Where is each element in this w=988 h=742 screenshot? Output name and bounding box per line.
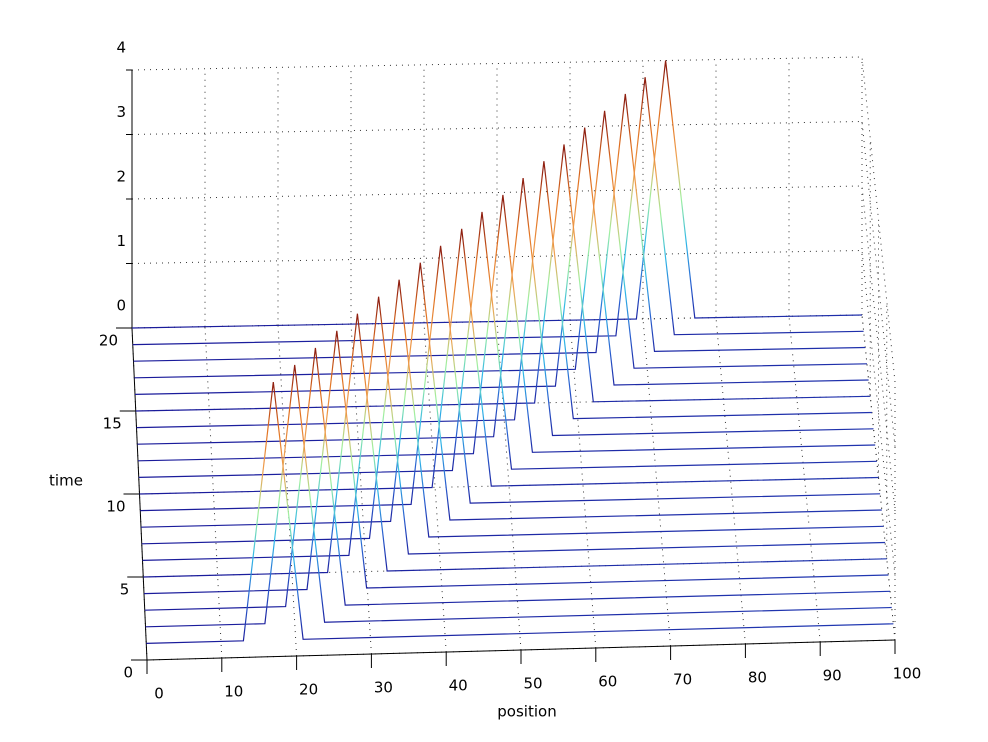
grid-line xyxy=(788,316,821,643)
z-tick-label: 4 xyxy=(116,39,126,57)
waterfall-line xyxy=(138,211,877,478)
waterfall-line xyxy=(134,127,869,395)
waterfall-line xyxy=(140,262,882,528)
x-tick-label: 80 xyxy=(748,669,767,687)
waterfall-line xyxy=(135,144,871,412)
y-tick-label: 15 xyxy=(103,415,122,433)
waterfall-line xyxy=(137,194,876,462)
z-tick-label: 0 xyxy=(116,297,126,315)
waterfall-line xyxy=(141,279,884,545)
grid-line xyxy=(861,185,896,512)
grid-line xyxy=(861,250,896,576)
waterfall-line xyxy=(143,313,887,578)
grid-line xyxy=(715,317,746,645)
waterfall-line xyxy=(140,245,881,512)
z-tick-label: 1 xyxy=(116,232,126,250)
x-tick-label: 100 xyxy=(893,665,922,683)
grid-line xyxy=(861,56,896,383)
grid-line xyxy=(131,56,863,71)
waterfall-line xyxy=(137,178,874,445)
y-tick-label: 20 xyxy=(99,332,118,350)
waterfall-line xyxy=(144,347,891,611)
y-tick-label: 5 xyxy=(120,581,130,599)
waterfall-line xyxy=(142,296,886,561)
x-tick-label: 90 xyxy=(823,667,842,685)
x-tick-label: 70 xyxy=(673,671,692,689)
grid-line xyxy=(861,121,896,447)
grid-line xyxy=(204,326,223,659)
x-tick-label: 10 xyxy=(224,683,243,701)
x-axis-label: position xyxy=(497,703,556,721)
grid-line xyxy=(496,321,522,651)
x-tick-label: 0 xyxy=(154,685,164,703)
waterfall-line xyxy=(145,364,892,628)
z-tick-label: 2 xyxy=(116,168,126,186)
waterfall-line xyxy=(133,93,866,362)
z-tick-label: 3 xyxy=(116,103,126,121)
x-tick-label: 40 xyxy=(449,677,468,695)
y-tick-label: 0 xyxy=(123,664,133,682)
waterfall-line xyxy=(132,77,864,346)
waterfall-line xyxy=(136,161,872,429)
y-tick-label: 10 xyxy=(106,498,125,516)
x-tick-label: 20 xyxy=(299,681,318,699)
waterfall-line xyxy=(143,330,889,595)
y-axis-label: time xyxy=(49,472,83,490)
x-tick-label: 50 xyxy=(523,675,542,693)
waterfall-line xyxy=(134,110,868,379)
x-tick-label: 60 xyxy=(598,673,617,691)
waterfall-line xyxy=(146,382,894,644)
waterfall-line xyxy=(131,60,863,329)
grid-line xyxy=(861,314,896,641)
x-tick-label: 30 xyxy=(374,679,393,697)
grid-line xyxy=(131,250,863,264)
grid-line xyxy=(131,185,863,200)
waterfall-line xyxy=(139,228,879,495)
grid-line xyxy=(569,320,597,649)
grid-line xyxy=(423,322,447,653)
grid-line xyxy=(642,318,672,647)
